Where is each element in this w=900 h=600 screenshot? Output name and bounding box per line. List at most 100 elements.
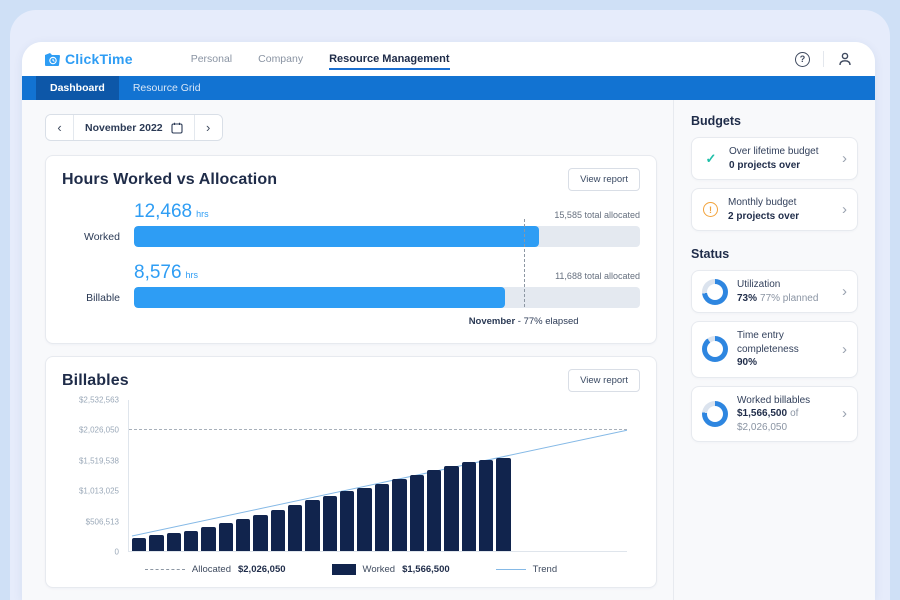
worked-fill-bar: [134, 226, 539, 247]
check-icon: ✓: [705, 150, 717, 166]
billables-y-axis: $2,532,563 $2,026,050 $1,519,538 $1,013,025…: [62, 396, 128, 557]
worked-track: [134, 226, 640, 247]
lifetime-budget-subtitle: 0 projects over: [729, 159, 801, 171]
clicktime-logo-text: ClickTime: [65, 51, 133, 67]
chevron-right-icon: ›: [842, 150, 847, 167]
content-area: ‹ November 2022 › Hours Worked vs Alloca…: [22, 100, 875, 600]
worked-billables-title: Worked billables: [737, 394, 811, 406]
nav-resource-management[interactable]: Resource Management: [329, 53, 450, 70]
help-icon[interactable]: ?: [795, 51, 810, 67]
worked-billables-value: $1,566,500 of $2,026,050: [737, 408, 799, 433]
y-axis-tick: $506,513: [85, 517, 119, 527]
billables-bar: [253, 514, 268, 551]
billables-bar: [184, 531, 199, 551]
billables-bar: [270, 509, 286, 551]
time-entry-title: Time entry completeness: [737, 330, 799, 355]
monthly-budget-title: Monthly budget: [728, 197, 797, 208]
header-divider: [823, 51, 824, 67]
billables-bar: [444, 465, 459, 551]
billables-chart: $2,532,563 $2,026,050 $1,519,538 $1,013,025…: [62, 396, 640, 557]
chevron-right-icon: ›: [842, 340, 847, 358]
tab-resource-grid[interactable]: Resource Grid: [132, 82, 201, 94]
billables-plot: [128, 400, 627, 552]
billables-card-title: Billables: [62, 371, 129, 389]
billables-bar: [340, 491, 355, 551]
main-column: ‹ November 2022 › Hours Worked vs Alloca…: [22, 100, 673, 600]
billables-bar: [426, 469, 442, 551]
primary-nav: Personal Company Resource Management: [190, 53, 450, 70]
hours-view-report-button[interactable]: View report: [568, 168, 640, 191]
billable-hours-value: 8,576 hrs: [134, 262, 199, 283]
legend-item-trend: Trend: [495, 564, 557, 575]
top-actions: ?: [795, 51, 853, 67]
date-picker-value[interactable]: November 2022: [73, 115, 195, 140]
billables-bar: [496, 457, 511, 551]
worked-billables-card[interactable]: Worked billables $1,566,500 of $2,026,050…: [691, 385, 858, 442]
hours-card-title: Hours Worked vs Allocation: [62, 170, 278, 188]
lifetime-budget-title: Over lifetime budget: [729, 146, 819, 157]
nav-company[interactable]: Company: [258, 53, 304, 65]
line-swatch-icon: [495, 569, 526, 570]
lifetime-budget-card[interactable]: ✓ Over lifetime budget 0 projects over ›: [691, 137, 858, 180]
elapsed-marker-line: [523, 219, 525, 307]
next-month-button[interactable]: ›: [194, 115, 222, 140]
y-axis-tick: $2,532,563: [78, 395, 119, 405]
allocated-dashed-line: [129, 429, 627, 431]
monthly-budget-subtitle: 2 projects over: [728, 210, 800, 222]
time-entry-donut-icon: [702, 336, 728, 363]
time-entry-card[interactable]: Time entry completeness 90% ›: [691, 321, 858, 378]
nav-personal[interactable]: Personal: [190, 53, 233, 65]
prev-month-button[interactable]: ‹: [46, 115, 73, 140]
worked-allocated-label: 15,585 total allocated: [554, 210, 640, 220]
billables-bar: [322, 495, 338, 551]
tab-dashboard[interactable]: Dashboard: [36, 76, 119, 100]
dashed-line-swatch-icon: [144, 569, 185, 570]
legend-item-allocated: Allocated $2,026,050: [144, 564, 286, 575]
billables-bar: [288, 505, 303, 551]
utilization-donut-icon: [702, 278, 728, 305]
billables-bar: [305, 500, 320, 551]
hours-worked-card: Hours Worked vs Allocation View report 1…: [45, 155, 657, 344]
filled-bar-swatch-icon: [331, 564, 356, 575]
billables-legend: Allocated $2,026,050 Worked $1,566,500 Trend: [62, 564, 640, 575]
billables-view-report-button[interactable]: View report: [568, 369, 640, 392]
billables-bar: [461, 462, 476, 551]
y-axis-tick: $1,013,025: [78, 486, 119, 496]
billable-fill-bar: [134, 287, 506, 308]
top-navigation-bar: ClickTime Personal Company Resource Mana…: [22, 42, 875, 76]
utilization-value: 73% 77% planned: [737, 292, 819, 304]
calendar-icon: [171, 122, 183, 134]
billables-bar: [236, 518, 251, 551]
hours-bars-area: 12,468 hrs 15,585 total allocated Worked …: [62, 199, 640, 331]
billable-allocated-label: 11,688 total allocated: [555, 271, 640, 281]
chevron-right-icon: ›: [842, 201, 847, 218]
trend-line: [129, 400, 627, 551]
time-entry-value: 90%: [737, 357, 758, 368]
chevron-right-icon: ›: [842, 405, 847, 423]
date-picker: ‹ November 2022 ›: [45, 114, 223, 141]
billable-row-label: Billable: [86, 291, 120, 304]
sidebar: Budgets ✓ Over lifetime budget 0 project…: [673, 100, 875, 600]
billables-bar: [357, 487, 372, 551]
y-axis-tick: $2,026,050: [78, 425, 119, 435]
billables-card: Billables View report $2,532,563 $2,026,0…: [45, 356, 657, 588]
billables-bar: [149, 535, 164, 551]
billable-track: [134, 287, 640, 308]
utilization-card[interactable]: Utilization 73% 77% planned ›: [691, 270, 858, 313]
billables-bar: [478, 459, 494, 551]
user-account-icon[interactable]: [837, 51, 853, 67]
warning-icon: !: [703, 202, 718, 217]
utilization-title: Utilization: [737, 279, 781, 290]
billables-bar: [166, 533, 182, 551]
clicktime-logo-icon: [45, 53, 60, 66]
clicktime-logo[interactable]: ClickTime: [44, 51, 133, 67]
worked-billables-donut-icon: [702, 400, 728, 427]
y-axis-tick: 0: [114, 547, 119, 557]
billables-bar: [132, 537, 147, 551]
worked-row-label: Worked: [84, 230, 120, 243]
monthly-budget-card[interactable]: ! Monthly budget 2 projects over ›: [691, 188, 858, 231]
billables-bar: [201, 527, 216, 551]
elapsed-label: November - 77% elapsed: [468, 316, 579, 327]
billables-bar: [218, 522, 234, 551]
date-picker-label: November 2022: [85, 121, 163, 134]
